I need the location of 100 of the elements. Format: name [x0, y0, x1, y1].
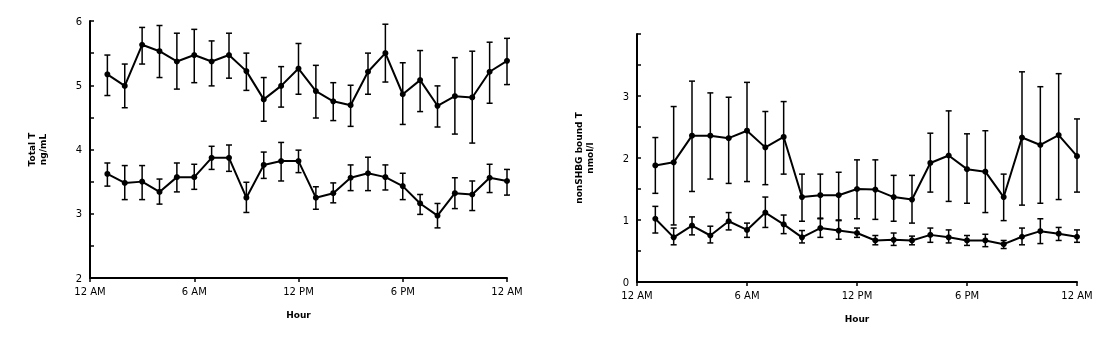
point: [744, 127, 750, 134]
point: [434, 102, 441, 109]
point: [382, 174, 389, 181]
point: [399, 183, 406, 190]
point: [872, 186, 879, 193]
point: [854, 186, 860, 192]
point: [382, 50, 389, 57]
point: [504, 57, 510, 64]
y-tick-label: 0: [622, 276, 629, 288]
point: [1055, 132, 1062, 139]
point: [139, 178, 146, 185]
point: [191, 174, 198, 181]
point: [156, 188, 163, 195]
point: [909, 196, 915, 203]
point: [504, 177, 510, 184]
y-tick-label: 6: [75, 15, 82, 27]
y-tick-label: 4: [75, 144, 82, 155]
point: [1074, 153, 1080, 160]
point: [744, 226, 750, 233]
point: [121, 82, 128, 89]
point: [278, 82, 285, 89]
point: [1037, 228, 1044, 235]
point: [799, 194, 805, 201]
point: [347, 102, 354, 109]
point: [890, 236, 897, 243]
point: [486, 174, 493, 181]
point: [486, 68, 493, 75]
point: [173, 174, 180, 181]
y-axis-title: Total T ng/mL: [26, 131, 48, 167]
y-tick-label: 2: [622, 152, 629, 164]
point: [780, 221, 787, 228]
point: [927, 159, 934, 166]
x-tick-label: 12 AM: [621, 289, 653, 301]
point: [927, 231, 934, 238]
x-axis-title: Hour: [286, 309, 312, 320]
point: [104, 71, 111, 78]
point: [1019, 233, 1025, 240]
point: [780, 133, 787, 140]
point: [139, 41, 146, 48]
point: [295, 65, 302, 72]
point: [330, 98, 337, 105]
point: [278, 158, 285, 165]
point: [835, 192, 842, 199]
point: [121, 179, 128, 186]
point: [312, 88, 319, 95]
point: [817, 225, 824, 232]
point: [725, 135, 732, 142]
point: [208, 58, 215, 65]
point: [156, 48, 163, 55]
point: [469, 191, 476, 198]
point: [469, 94, 476, 101]
point: [670, 159, 677, 166]
point: [399, 91, 406, 98]
point: [762, 209, 769, 216]
point: [1074, 233, 1080, 240]
point: [243, 194, 250, 201]
point: [964, 166, 970, 173]
point: [1037, 141, 1044, 148]
point: [1055, 230, 1062, 237]
y-tick-label: 2: [75, 272, 82, 284]
point: [670, 234, 677, 241]
point: [689, 222, 695, 229]
point: [312, 194, 319, 201]
x-tick-label: 12 AM: [1061, 289, 1093, 301]
point: [260, 161, 267, 168]
x-tick-label: 6 PM: [390, 285, 415, 297]
point: [451, 93, 458, 100]
point: [365, 170, 371, 177]
x-tick-label: 12 PM: [841, 289, 873, 301]
y-tick-label: 5: [75, 79, 82, 91]
x-tick-label: 6 PM: [954, 289, 980, 301]
point: [260, 96, 267, 103]
point: [173, 58, 180, 65]
y-tick-label: 1: [622, 214, 629, 226]
point: [417, 200, 424, 207]
point: [330, 190, 337, 197]
point: [1000, 194, 1007, 201]
point: [689, 132, 695, 139]
y-tick-label: 3: [75, 208, 82, 220]
point: [347, 174, 354, 181]
point: [295, 158, 302, 165]
point: [982, 168, 989, 175]
y-tick-label: 3: [622, 90, 629, 102]
x-tick-label: 6 AM: [181, 285, 207, 297]
point: [243, 68, 250, 75]
point: [208, 154, 215, 161]
point: [226, 154, 232, 161]
point: [226, 52, 232, 59]
point: [191, 52, 198, 59]
x-tick-label: 12 AM: [74, 285, 106, 297]
point: [365, 68, 371, 75]
x-tick-label: 12 PM: [283, 285, 314, 297]
point: [725, 218, 732, 225]
x-tick-label: 12 AM: [491, 285, 523, 297]
point: [817, 192, 824, 199]
point: [652, 162, 659, 169]
point: [451, 190, 458, 197]
point: [652, 215, 659, 222]
x-axis-title: Hour: [844, 313, 870, 324]
x-tick-label: 6 AM: [734, 289, 760, 301]
